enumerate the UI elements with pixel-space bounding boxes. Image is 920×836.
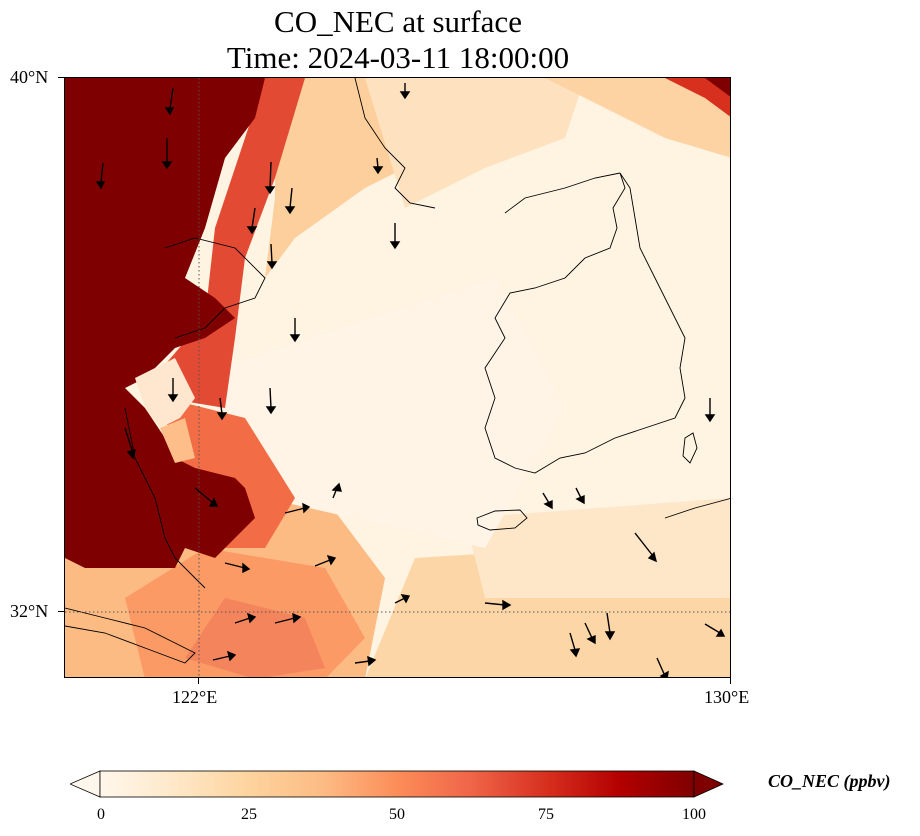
wind-arrow bbox=[656, 657, 666, 677]
wind-arrow bbox=[212, 655, 231, 661]
lat-tick-label-32n: 32°N bbox=[10, 601, 49, 621]
field-plume-dark bbox=[65, 78, 265, 568]
tsushima bbox=[682, 432, 698, 464]
colorbar-tick-25: 25 bbox=[241, 806, 257, 823]
chart-title: CO_NEC at surface bbox=[274, 4, 522, 39]
jiangsu-coast bbox=[124, 407, 206, 589]
wind-arrow bbox=[284, 507, 306, 514]
wind-arrow bbox=[234, 617, 251, 624]
wind-arrow bbox=[704, 623, 721, 634]
field-ne-band bbox=[545, 78, 730, 158]
field-plume-notch bbox=[135, 358, 195, 428]
colorbar bbox=[70, 770, 724, 798]
chart-subtitle-time: Time: 2024-03-11 18:00:00 bbox=[226, 40, 570, 75]
wind-arrow bbox=[194, 487, 214, 504]
colorbar-tick-75: 75 bbox=[538, 806, 554, 823]
colorbar-tick-100: 100 bbox=[682, 806, 706, 823]
lat-tick-32n bbox=[58, 611, 64, 612]
wind-arrow bbox=[584, 622, 593, 639]
wind-arrow bbox=[542, 492, 550, 504]
wind-arrow bbox=[289, 187, 293, 209]
wind-arrow bbox=[169, 87, 174, 109]
korea-coastline bbox=[484, 172, 686, 474]
wind-arrow bbox=[270, 243, 273, 264]
yangtze-estuary bbox=[65, 607, 196, 664]
dprk-border bbox=[504, 172, 621, 214]
wind-arrow bbox=[575, 487, 582, 499]
wind-arrow bbox=[274, 617, 296, 624]
lat-tick-label-40n: 40°N bbox=[10, 67, 49, 87]
field-light-north bbox=[365, 78, 585, 208]
shandong-coast bbox=[164, 237, 266, 339]
wind-arrow bbox=[484, 602, 506, 606]
field-south-red bbox=[185, 598, 325, 677]
wind-arrow bbox=[394, 597, 406, 604]
wind-arrow bbox=[124, 427, 134, 454]
wind-arrow bbox=[314, 559, 331, 567]
lat-tick-40n bbox=[58, 77, 64, 78]
colorbar-extend-min bbox=[70, 770, 101, 798]
colorbar-gradient bbox=[99, 770, 695, 798]
colorbar-extend-max bbox=[693, 770, 724, 798]
lon-tick-122e bbox=[198, 678, 199, 684]
concentration-map bbox=[65, 78, 730, 677]
liaodong-coast bbox=[354, 78, 436, 209]
field-se-light bbox=[465, 498, 730, 598]
field-plume-notch-2 bbox=[160, 418, 195, 463]
wind-arrow bbox=[354, 660, 371, 664]
wind-arrow bbox=[251, 207, 256, 229]
wind-arrow bbox=[634, 532, 654, 557]
coastlines bbox=[65, 78, 730, 664]
jeju-island bbox=[476, 509, 528, 531]
wind-arrow bbox=[100, 162, 104, 184]
lon-tick-130e bbox=[730, 678, 731, 684]
field-plume-edge bbox=[145, 78, 305, 408]
lon-tick-label-130e: 130°E bbox=[704, 687, 750, 707]
kyushu-coast bbox=[664, 498, 730, 519]
wind-vectors bbox=[95, 83, 726, 677]
wind-arrow bbox=[606, 612, 611, 634]
field-ne-dark bbox=[665, 78, 730, 117]
wind-arrow bbox=[219, 397, 223, 415]
colorbar-title: CO_NEC (ppbv) bbox=[768, 771, 891, 791]
colorbar-tick-50: 50 bbox=[389, 806, 405, 823]
wind-arrow bbox=[569, 632, 576, 651]
wind-arrow bbox=[224, 562, 246, 569]
colorbar-tick-0: 0 bbox=[97, 806, 105, 823]
lon-tick-label-122e: 122°E bbox=[172, 687, 218, 707]
wind-arrow bbox=[269, 161, 272, 189]
map-panel bbox=[64, 77, 731, 678]
wind-arrow bbox=[269, 387, 272, 409]
